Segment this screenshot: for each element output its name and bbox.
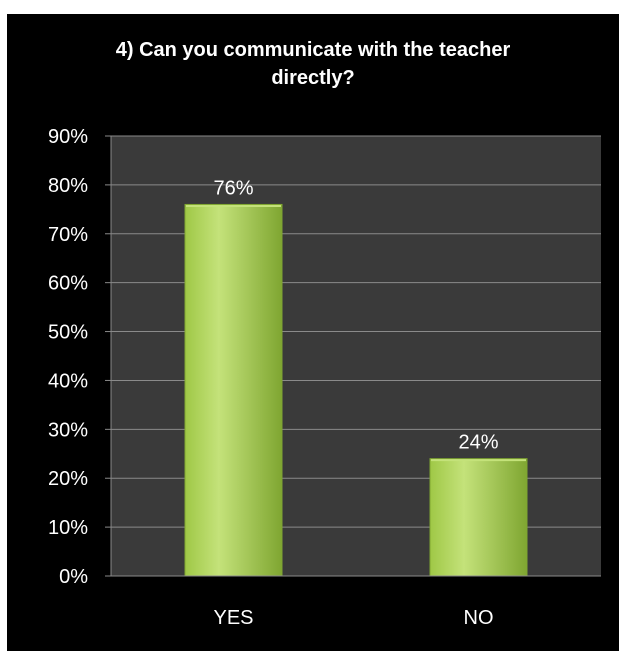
x-tick-label-no: NO bbox=[464, 607, 494, 629]
y-tick-label-40: 40% bbox=[48, 370, 88, 392]
y-tick-label-90: 90% bbox=[48, 126, 88, 148]
bars bbox=[184, 203, 528, 577]
axes bbox=[105, 135, 601, 577]
y-tick-label-60: 60% bbox=[48, 273, 88, 295]
y-tick-label-70: 70% bbox=[48, 224, 88, 246]
bar-no bbox=[429, 458, 528, 577]
chart-title-line-1: 4) Can you communicate with the teacher bbox=[115, 39, 511, 61]
chart-title-line-2: directly? bbox=[271, 67, 355, 89]
data-label-no: 24% bbox=[458, 432, 498, 454]
y-tick-label-80: 80% bbox=[48, 175, 88, 197]
labels: 0% 10% 20% 30% 40% 50% 60% 70% 80% 90% 76% YES 24% NO bbox=[48, 126, 499, 629]
chart-title: 4) Can you communicate with the teacher … bbox=[7, 36, 619, 92]
y-tick-label-50: 50% bbox=[48, 322, 88, 344]
data-label-yes: 76% bbox=[213, 177, 253, 199]
y-tick-label-30: 30% bbox=[48, 419, 88, 441]
y-tick-label-10: 10% bbox=[48, 517, 88, 539]
bar-yes bbox=[184, 203, 283, 577]
y-tick-label-20: 20% bbox=[48, 468, 88, 490]
y-tick-label-0: 0% bbox=[59, 566, 88, 588]
x-tick-label-yes: YES bbox=[213, 607, 253, 629]
